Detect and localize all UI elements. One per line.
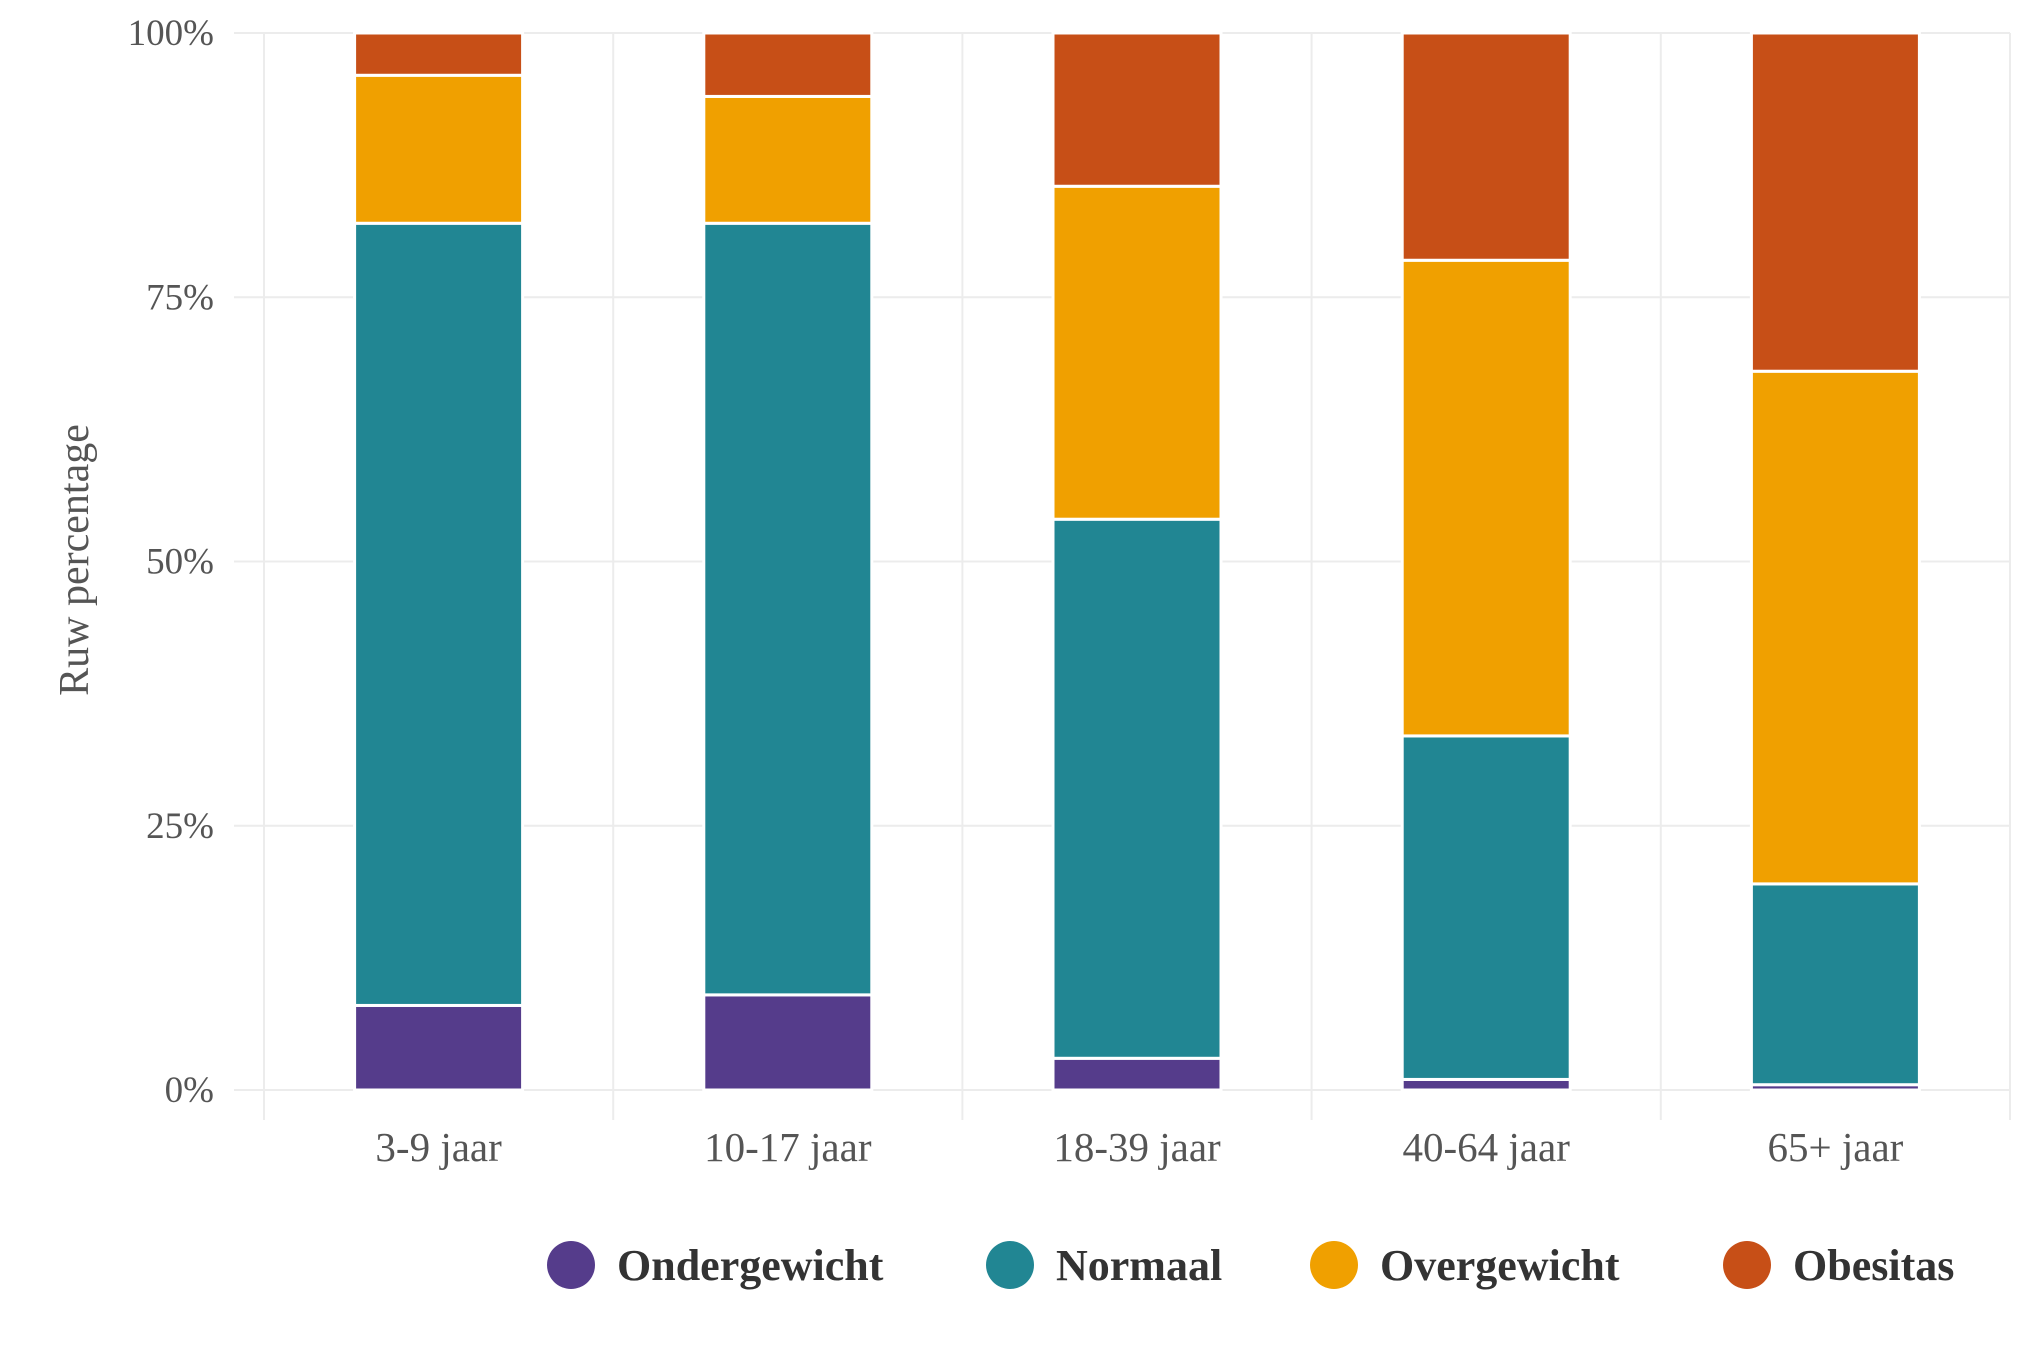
bar-segment-normaal (1749, 882, 1921, 1087)
y-tick-label: 100% (128, 13, 214, 54)
bars (353, 31, 1921, 1092)
bar-segment-overgewicht (1749, 369, 1921, 886)
bar-segment-overgewicht (1400, 258, 1572, 738)
x-tick-label: 18-39 jaar (1053, 1124, 1221, 1170)
y-tick-label: 75% (146, 277, 214, 318)
x-tick-label: 10-17 jaar (704, 1124, 872, 1170)
x-axis-ticks: 3-9 jaar 10-17 jaar 18-39 jaar 40-64 jaar 65… (375, 1124, 1903, 1170)
legend-swatch-obesitas (1723, 1241, 1771, 1289)
legend-swatch-overgewicht (1310, 1241, 1358, 1289)
legend: Ondergewicht Normaal Overgewicht Obesitas (547, 1241, 1954, 1290)
bar-segment-normaal (1400, 734, 1572, 1081)
bar-segment-obesitas (1400, 31, 1572, 262)
bar-segment-overgewicht (353, 73, 525, 225)
x-tick-label: 40-64 jaar (1403, 1124, 1571, 1170)
x-tick-label: 65+ jaar (1767, 1124, 1903, 1170)
y-tick-label: 0% (165, 1070, 214, 1111)
bar-segment-normaal (1051, 517, 1223, 1060)
bar-segment-obesitas (353, 31, 525, 77)
legend-label-obesitas: Obesitas (1793, 1241, 1954, 1290)
bar-segment-obesitas (702, 31, 874, 98)
bar-segment-normaal (702, 221, 874, 997)
bar-segment-ondergewicht (1051, 1056, 1223, 1092)
legend-label-overgewicht: Overgewicht (1380, 1241, 1620, 1290)
x-tick-label: 3-9 jaar (375, 1124, 502, 1170)
bar-segment-overgewicht (1051, 184, 1223, 521)
legend-label-normaal: Normaal (1056, 1241, 1222, 1290)
y-axis-ticks: 0% 25% 50% 75% 100% (128, 13, 214, 1111)
y-axis-title: Ruw percentage (52, 424, 98, 696)
y-tick-label: 50% (146, 542, 214, 583)
legend-label-ondergewicht: Ondergewicht (617, 1241, 884, 1290)
legend-swatch-ondergewicht (547, 1241, 595, 1289)
legend-swatch-normaal (986, 1241, 1034, 1289)
y-tick-label: 25% (146, 806, 214, 847)
bar-segment-ondergewicht (702, 993, 874, 1092)
bar-segment-ondergewicht (1400, 1077, 1572, 1092)
bar-segment-obesitas (1749, 31, 1921, 373)
bar-segment-ondergewicht (353, 1003, 525, 1092)
bar-segment-obesitas (1051, 31, 1223, 188)
bar-segment-overgewicht (702, 94, 874, 225)
bar-segment-normaal (353, 221, 525, 1007)
